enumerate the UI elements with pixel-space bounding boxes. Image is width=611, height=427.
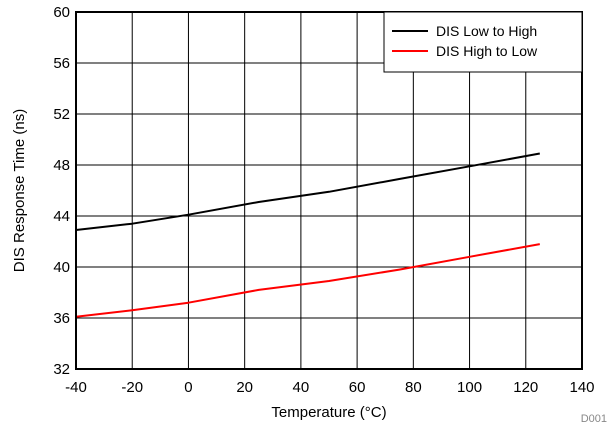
series-group (75, 152, 540, 318)
x-tick-label: 60 (349, 379, 366, 396)
x-axis-title: Temperature (°C) (271, 404, 386, 421)
x-tick-label: 40 (293, 379, 310, 396)
series-line-0 (75, 152, 540, 231)
y-tick-label: 52 (53, 106, 70, 123)
x-tick-label: 80 (405, 379, 422, 396)
y-axis-title: DIS Response Time (ns) (11, 109, 28, 272)
y-tick-label: 36 (53, 310, 70, 327)
x-tick-label: 20 (236, 379, 253, 396)
series-line-1 (75, 243, 540, 318)
x-tick-label: 140 (569, 379, 594, 396)
figure-code-label: D001 (581, 413, 607, 425)
plot-frame (75, 11, 583, 370)
x-tick-label: 100 (457, 379, 482, 396)
y-tick-label: 48 (53, 157, 70, 174)
x-tick-label: 120 (513, 379, 538, 396)
x-tick-label: -40 (65, 379, 87, 396)
tick-labels: -40 -20 0 20 40 60 80 100 120 140 32 36 40 44 48 52 56 60 (53, 4, 594, 396)
legend-label-high-to-low: DIS High to Low (436, 43, 538, 59)
y-tick-label: 44 (53, 208, 70, 225)
y-tick-label: 60 (53, 4, 70, 21)
x-tick-label: 0 (184, 379, 192, 396)
legend: DIS Low to High DIS High to Low (383, 11, 583, 73)
x-tick-label: -20 (121, 379, 143, 396)
y-tick-label: 40 (53, 259, 70, 276)
legend-box (383, 11, 583, 73)
y-tick-label: 32 (53, 361, 70, 378)
legend-label-low-to-high: DIS Low to High (436, 23, 537, 39)
y-tick-label: 56 (53, 55, 70, 72)
